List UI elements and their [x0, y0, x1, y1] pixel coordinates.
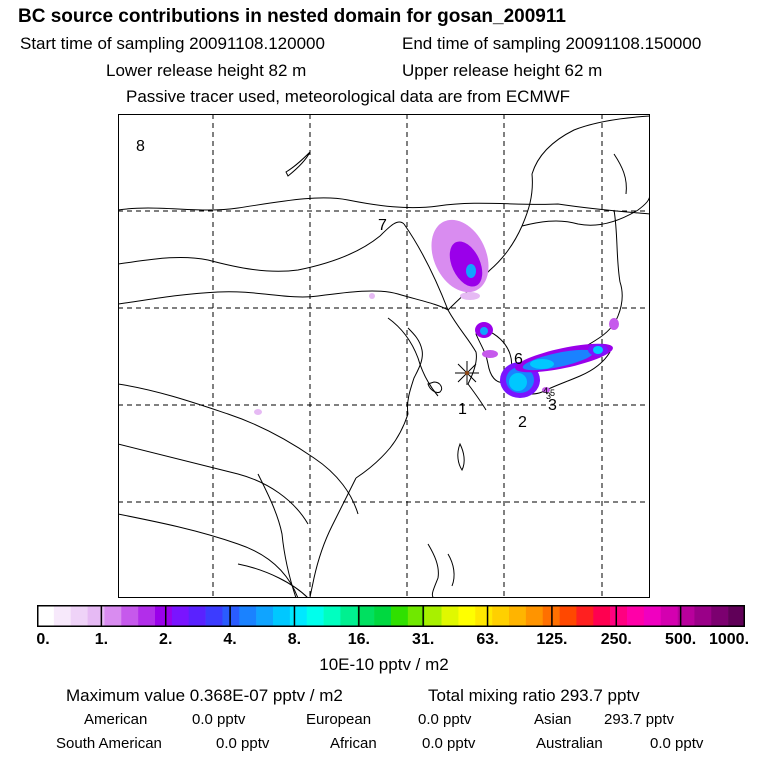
colorbar-tick-label: 4. — [223, 631, 237, 648]
colorbar-swatch — [239, 605, 257, 627]
colorbar-tick-label: 250. — [600, 631, 632, 648]
south-american-label: South American — [56, 735, 162, 752]
colorbar — [37, 605, 745, 627]
colorbar-swatch — [694, 605, 712, 627]
colorbar-tick-label: 63. — [476, 631, 499, 648]
colorbar-tick-label: 125. — [536, 631, 568, 648]
start-time-label: Start time of sampling 20091108.120000 — [20, 34, 325, 53]
african-label: African — [330, 735, 377, 752]
colorbar-swatch — [391, 605, 409, 627]
asian-label: Asian — [534, 711, 572, 728]
colorbar-tick-label: 31. — [412, 631, 435, 648]
american-value: 0.0 pptv — [192, 711, 246, 728]
colorbar-tick-label: 16. — [347, 631, 370, 648]
colorbar-swatch — [643, 605, 662, 627]
colorbar-swatch — [205, 605, 223, 627]
lower-release-height: Lower release height 82 m — [106, 61, 307, 80]
colorbar-swatch — [87, 605, 105, 627]
colorbar-swatch — [323, 605, 341, 627]
source-label-3: 3 — [548, 397, 557, 414]
colorbar-swatch — [627, 605, 645, 627]
colorbar-tick-label: 0. — [36, 631, 50, 648]
colorbar-tick-label: 500. — [665, 631, 697, 648]
chart-title: BC source contributions in nested domain… — [18, 6, 566, 27]
source-label-4: 4 — [543, 386, 548, 396]
colorbar-swatch — [256, 605, 274, 627]
european-value: 0.0 pptv — [418, 711, 472, 728]
total-mixing-ratio: Total mixing ratio 293.7 pptv — [428, 686, 640, 705]
release-point-marker — [455, 361, 479, 385]
colorbar-swatch — [711, 605, 729, 627]
colorbar-swatch — [306, 605, 324, 627]
colorbar-swatch — [138, 605, 156, 627]
australian-value: 0.0 pptv — [650, 735, 704, 752]
colorbar-swatch — [289, 605, 308, 627]
colorbar-swatch — [70, 605, 88, 627]
colorbar-swatch — [492, 605, 510, 627]
tracer-note: Passive tracer used, meteorological data… — [126, 87, 571, 106]
colorbar-swatch — [104, 605, 122, 627]
colorbar-tick-label: 1. — [94, 631, 109, 648]
colorbar-swatch — [509, 605, 527, 627]
colorbar-swatch — [660, 605, 678, 627]
south-american-value: 0.0 pptv — [216, 735, 270, 752]
colorbar-swatch — [340, 605, 358, 627]
map-frame — [118, 114, 650, 598]
upper-release-height: Upper release height 62 m — [402, 61, 603, 80]
colorbar-tick-label: 8. — [287, 631, 302, 648]
colorbar-swatch — [374, 605, 392, 627]
colorbar-swatch — [53, 605, 72, 627]
source-label-7: 7 — [378, 217, 387, 234]
asian-value: 293.7 pptv — [604, 711, 675, 728]
corner-label: 8 — [136, 138, 145, 155]
colorbar-swatch — [677, 605, 695, 627]
colorbar-swatch — [576, 605, 594, 627]
colorbar-swatch — [441, 605, 459, 627]
colorbar-swatch — [610, 605, 628, 627]
concentration-field — [254, 219, 619, 415]
map-panel: 8 1 2 3 3 4 5 6 7 — [118, 114, 650, 598]
australian-label: Australian — [536, 735, 603, 752]
colorbar-tick-label: 1000. — [708, 631, 750, 648]
colorbar-swatch — [37, 605, 55, 627]
colorbar-tick-label: 2. — [159, 631, 173, 648]
colorbar-unit-label: 10E-10 pptv / m2 — [319, 655, 449, 674]
colorbar-swatch — [171, 605, 190, 627]
colorbar-swatch — [155, 605, 173, 627]
colorbar-swatch — [458, 605, 476, 627]
colorbar-swatch — [424, 605, 442, 627]
american-label: American — [84, 711, 148, 728]
colorbar-swatch — [273, 605, 291, 627]
source-label-5: 5 — [550, 388, 555, 398]
colorbar-swatch — [525, 605, 544, 627]
source-label-1: 1 — [458, 401, 467, 418]
source-label-6: 6 — [514, 351, 523, 368]
gridlines — [118, 114, 650, 598]
colorbar-swatch — [407, 605, 426, 627]
colorbar-swatch — [475, 605, 493, 627]
maximum-value: Maximum value 0.368E-07 pptv / m2 — [66, 686, 343, 705]
colorbar-swatch — [559, 605, 577, 627]
european-label: European — [306, 711, 372, 728]
end-time-label: End time of sampling 20091108.150000 — [402, 34, 702, 53]
source-label-2: 2 — [518, 414, 527, 431]
colorbar-frame — [37, 605, 745, 627]
african-value: 0.0 pptv — [422, 735, 476, 752]
colorbar-swatch — [728, 605, 745, 627]
colorbar-swatch — [121, 605, 139, 627]
source-label-3b: 3 — [546, 391, 551, 401]
colorbar-swatch — [357, 605, 375, 627]
colorbar-swatch — [593, 605, 611, 627]
colorbar-swatch — [188, 605, 206, 627]
colorbar-swatch — [222, 605, 240, 627]
